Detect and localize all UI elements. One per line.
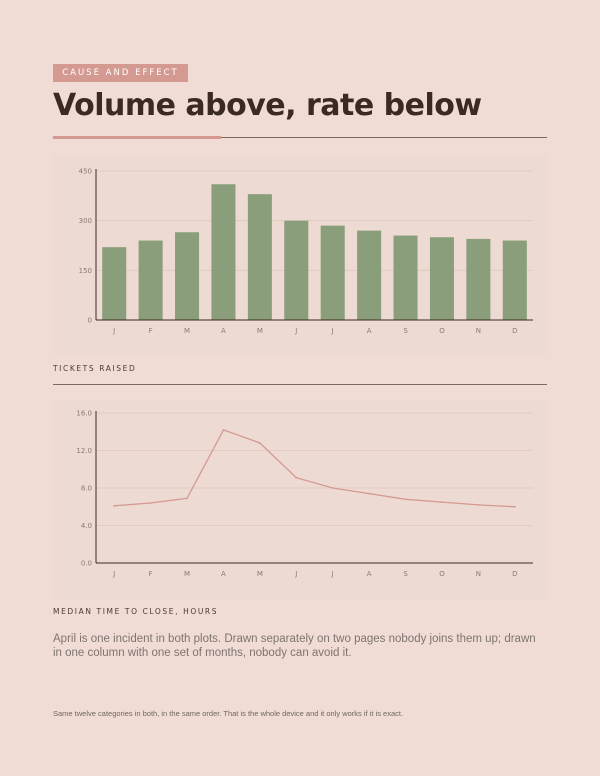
data-point (113, 504, 116, 507)
x-tick-label: M (184, 570, 190, 578)
data-point (258, 442, 261, 444)
x-tick-label: D (512, 570, 517, 578)
y-tick-label: 450 (79, 168, 92, 176)
x-tick-label: J (331, 327, 334, 335)
title-rule (53, 137, 547, 138)
y-tick-label: 4.0 (81, 522, 92, 530)
y-tick-label: 16.0 (76, 410, 92, 418)
bar (429, 237, 454, 320)
y-tick-label: 0.0 (81, 560, 92, 568)
series-line (114, 429, 515, 508)
section-kicker: CAUSE AND EFFECT (53, 64, 188, 82)
bar (284, 220, 309, 320)
x-tick-label: J (294, 570, 297, 578)
line-chart-caption: MEDIAN TIME TO CLOSE, HOURS (53, 607, 219, 616)
y-tick-label: 0 (88, 317, 92, 325)
bar-chart-caption: TICKETS RAISED (53, 364, 137, 373)
bar-chart-panel: 0 150 300 450 J F M A M J J A S O N D (53, 155, 547, 355)
data-point (404, 498, 407, 501)
data-point (441, 501, 443, 503)
data-point (368, 492, 371, 495)
bar (247, 194, 272, 320)
bar (102, 247, 127, 320)
y-tick-label: 150 (79, 267, 92, 275)
bar (357, 230, 382, 320)
divider-rule (53, 384, 547, 385)
x-tick-label: M (257, 327, 263, 335)
bar (211, 184, 236, 320)
bar (175, 232, 200, 320)
data-point (295, 476, 298, 479)
data-point (477, 503, 480, 506)
bar (138, 240, 163, 320)
bar (502, 240, 527, 320)
data-point (331, 487, 334, 489)
x-tick-label: D (512, 327, 517, 335)
bar (320, 225, 345, 320)
footnote: Same twelve categories in both, in the s… (53, 709, 404, 718)
y-tick-label: 300 (79, 217, 92, 225)
x-tick-label: N (476, 327, 481, 335)
line-chart-panel: 0.0 4.0 8.0 12.0 16.0 J F M A M J J A S O N D (53, 400, 547, 600)
y-tick-label: 8.0 (81, 485, 92, 493)
bar (466, 238, 491, 320)
data-point (186, 497, 188, 500)
x-tick-label: M (184, 327, 190, 335)
x-tick-label: A (367, 327, 372, 335)
data-point (149, 502, 152, 504)
x-tick-label: J (112, 570, 115, 578)
x-tick-label: A (367, 570, 372, 578)
x-tick-label: A (221, 570, 226, 578)
x-tick-label: O (439, 327, 445, 335)
x-tick-label: N (476, 570, 481, 578)
x-tick-label: O (439, 570, 445, 578)
x-tick-label: M (257, 570, 263, 578)
x-tick-label: S (403, 570, 408, 578)
page-title: Volume above, rate below (53, 88, 482, 123)
bar-chart: 0 150 300 450 J F M A M J J A S O N D (79, 168, 533, 335)
data-point (222, 428, 225, 431)
x-tick-label: J (294, 327, 297, 335)
bar (393, 235, 418, 320)
x-tick-label: J (112, 327, 115, 335)
line-chart: 0.0 4.0 8.0 12.0 16.0 J F M A M J J A S O N D (76, 410, 533, 578)
x-tick-label: A (221, 327, 226, 335)
x-tick-label: F (149, 570, 153, 578)
x-tick-label: S (403, 327, 408, 335)
y-tick-label: 12.0 (76, 447, 92, 455)
title-accent-rule (53, 136, 221, 139)
body-paragraph: April is one incident in both plots. Dra… (53, 633, 536, 659)
x-tick-label: F (149, 327, 153, 335)
x-tick-label: J (331, 570, 334, 578)
data-point (513, 505, 516, 508)
